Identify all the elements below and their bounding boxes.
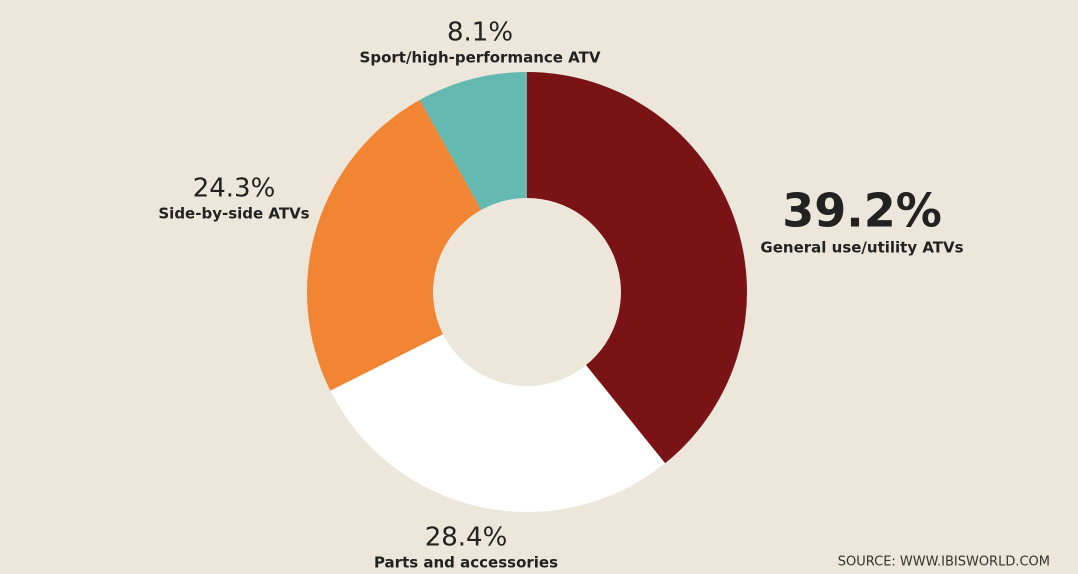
donut-segment [330,334,666,512]
source: SOURCE: WWW.IBISWORLD.COM [838,555,1050,570]
donut-segment [527,72,747,464]
donut-segment [419,72,527,210]
value-label: 28.4% [425,523,508,553]
value-label: 24.3% [193,174,276,204]
value-label: 8.1% [447,18,513,48]
value-label: 39.2% [782,184,942,238]
category-label: Sport/high-performance ATV [360,49,601,67]
category-label: Parts and accessories [374,554,558,572]
donut-segment [307,99,482,391]
category-label: General use/utility ATVs [760,239,963,257]
category-label: Side-by-side ATVs [158,205,309,223]
